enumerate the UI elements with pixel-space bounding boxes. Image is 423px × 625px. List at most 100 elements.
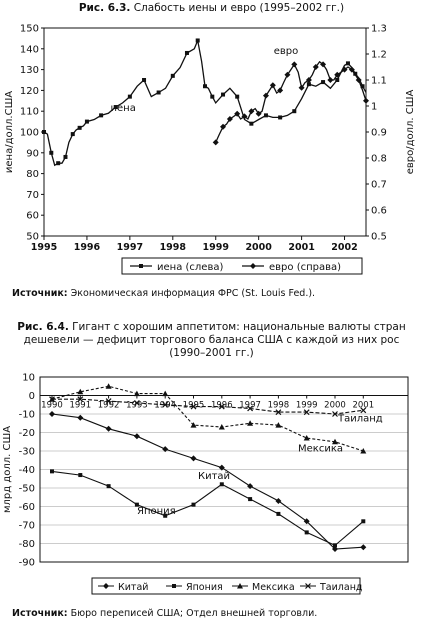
y-tick-label-right: 0.9 (371, 128, 387, 139)
data-point-евро-справа- (355, 77, 362, 83)
data-point-евро-справа- (341, 66, 348, 73)
data-point-китай (133, 433, 140, 440)
x-tick-label: 2000 (324, 401, 346, 411)
data-point-япония (333, 543, 337, 548)
x-tick-label: 1998 (160, 242, 187, 253)
data-point-евро-справа- (269, 82, 276, 89)
data-point-китай (162, 446, 169, 453)
y-tick-label: 0 (29, 391, 35, 402)
data-point-мексика (190, 422, 197, 428)
data-point-таиланд (77, 396, 84, 403)
figure-6-4-source-text: Бюро переписей США; Отдел внешней торгов… (70, 608, 318, 619)
data-point-иена-слева- (77, 125, 82, 130)
y-tick-label-left: 120 (20, 86, 39, 97)
legend-label-china: Китай (118, 582, 148, 593)
y-tick-label-left: 50 (26, 232, 39, 243)
y-tick-label-right: 0.6 (371, 206, 387, 217)
data-point-мексика (77, 388, 84, 395)
data-point-евро-справа- (234, 110, 241, 117)
data-point-япония (304, 530, 309, 535)
data-point-иена-слева- (56, 161, 61, 166)
y-tick-label-right: 0.5 (371, 232, 387, 243)
data-point-таиланд (190, 403, 197, 410)
annotation-china: Китай (198, 471, 230, 482)
x-tick-label: 1999 (296, 401, 318, 411)
legend-marker-china (103, 583, 109, 589)
legend-marker-mexico (237, 583, 243, 589)
x-tick-label: 2002 (331, 242, 357, 253)
data-point-иена-слева- (203, 84, 207, 89)
series-line-таиланд (52, 398, 364, 415)
data-point-таиланд (133, 399, 140, 406)
plot-frame (39, 376, 409, 563)
data-point-китай (190, 455, 197, 462)
data-point-иена-слева- (113, 105, 118, 110)
data-point-иена-слева- (127, 94, 132, 99)
data-point-евро-справа- (363, 97, 369, 104)
legend-box (91, 577, 361, 595)
y-tick-label: -70 (19, 521, 35, 532)
y-tick-label-left: 100 (20, 128, 39, 139)
data-point-иена-слева- (360, 84, 365, 89)
x-tick-label: 1993 (126, 401, 148, 411)
data-point-евро-справа- (291, 61, 298, 68)
data-point-иена-слева- (99, 113, 104, 118)
data-point-иена-слева- (306, 82, 311, 87)
y-tick-label: -40 (19, 465, 35, 476)
x-tick-label: 1992 (98, 401, 120, 411)
figure-6-4-title-line-2: дешевели — дефицит торгового баланса США… (23, 334, 400, 346)
data-point-таиланд (218, 403, 225, 410)
data-point-таиланд (303, 409, 310, 416)
data-point-япония (106, 484, 111, 489)
data-point-иена-слева- (84, 119, 89, 124)
figure-6-4-title: Рис. 6.4. Гигант с хорошим аппетитом: на… (0, 321, 423, 360)
y-tick-label-right: 1.3 (371, 24, 387, 35)
x-tick-label: 1997 (117, 242, 143, 253)
y-tick-label-right: 1 (371, 102, 377, 113)
figure-6-3-source-text: Экономическая информация ФРС (St. Louis … (70, 288, 316, 299)
data-point-китай (218, 464, 225, 471)
data-point-иена-слева- (321, 80, 326, 85)
data-point-иена-слева- (235, 94, 240, 99)
data-point-евро-справа- (212, 139, 219, 146)
data-point-иена-слева- (170, 73, 175, 78)
data-point-иена-слева- (195, 38, 200, 43)
data-point-евро-справа- (277, 87, 284, 94)
figure-6-3-title: Рис. 6.3. Слабость иены и евро (1995–200… (0, 2, 423, 15)
data-point-япония (191, 502, 196, 507)
data-point-евро-справа- (305, 77, 312, 83)
legend-marker-japan (172, 584, 176, 588)
data-point-иена-слева- (278, 115, 283, 120)
data-point-япония (50, 469, 54, 474)
y-tick-label: -80 (19, 539, 35, 550)
data-point-мексика (247, 420, 254, 426)
data-point-иена-слева- (249, 121, 254, 126)
data-point-таиланд (332, 411, 338, 417)
x-tick-label: 1996 (74, 242, 101, 253)
data-point-иена-слева- (63, 154, 68, 159)
data-point-мексика (162, 390, 169, 397)
y-tick-label-left: 140 (20, 44, 39, 55)
y-axis-label: млрд долл. США (2, 426, 13, 513)
y-tick-label-left: 80 (26, 169, 39, 180)
legend-label-euro: евро (справа) (269, 262, 341, 273)
y-axis-label-left: иена/долл.США (4, 91, 15, 173)
figure-6-3-number: Рис. 6.3. (78, 2, 131, 14)
data-point-иена-слева- (184, 50, 189, 55)
y-tick-label: -30 (19, 447, 35, 458)
y-tick-label: -20 (19, 428, 35, 439)
figure-6-4-source-label: Источник: (12, 608, 68, 619)
data-point-мексика (105, 383, 112, 389)
data-point-евро-справа- (348, 66, 355, 73)
data-point-таиланд (162, 401, 169, 408)
figure-6-4-source: Источник: Бюро переписей США; Отдел внеш… (12, 608, 317, 620)
annotation-japan: Япония (137, 506, 176, 517)
data-point-евро-справа- (334, 71, 341, 78)
figure-6-4-number: Рис. 6.4. (17, 321, 69, 333)
y-tick-label: -10 (19, 410, 35, 421)
figure-6-4-title-line-3: (1990–2001 гг.) (169, 347, 254, 359)
y-tick-label: -60 (19, 502, 35, 513)
data-point-евро-справа- (226, 116, 233, 122)
data-point-иена-слева- (142, 78, 147, 82)
